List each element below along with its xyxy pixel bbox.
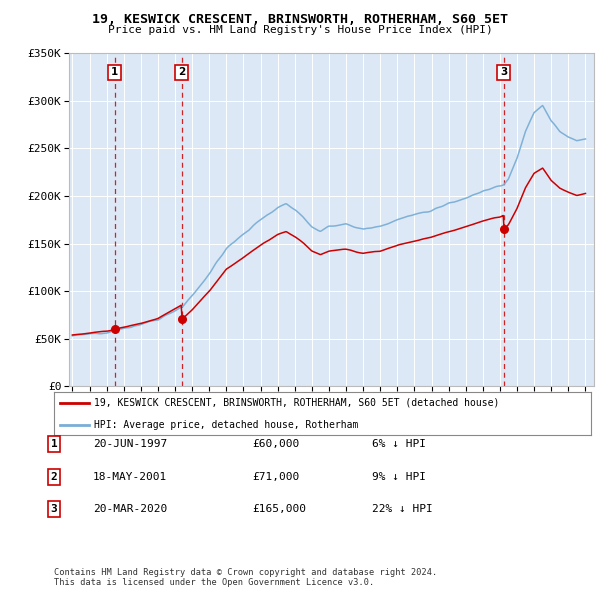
Text: 20-MAR-2020: 20-MAR-2020 <box>93 504 167 514</box>
Text: 1: 1 <box>50 439 58 448</box>
Text: 2: 2 <box>50 472 58 481</box>
Text: 6% ↓ HPI: 6% ↓ HPI <box>372 439 426 448</box>
Text: 19, KESWICK CRESCENT, BRINSWORTH, ROTHERHAM, S60 5ET (detached house): 19, KESWICK CRESCENT, BRINSWORTH, ROTHER… <box>94 398 500 408</box>
Text: 22% ↓ HPI: 22% ↓ HPI <box>372 504 433 514</box>
Text: 9% ↓ HPI: 9% ↓ HPI <box>372 472 426 481</box>
Text: 3: 3 <box>50 504 58 514</box>
Text: 18-MAY-2001: 18-MAY-2001 <box>93 472 167 481</box>
Text: HPI: Average price, detached house, Rotherham: HPI: Average price, detached house, Roth… <box>94 421 359 431</box>
Text: 20-JUN-1997: 20-JUN-1997 <box>93 439 167 448</box>
Text: £165,000: £165,000 <box>252 504 306 514</box>
Text: 1: 1 <box>111 67 118 77</box>
Text: £71,000: £71,000 <box>252 472 299 481</box>
Text: £60,000: £60,000 <box>252 439 299 448</box>
Text: Contains HM Land Registry data © Crown copyright and database right 2024.
This d: Contains HM Land Registry data © Crown c… <box>54 568 437 587</box>
Text: 19, KESWICK CRESCENT, BRINSWORTH, ROTHERHAM, S60 5ET: 19, KESWICK CRESCENT, BRINSWORTH, ROTHER… <box>92 13 508 26</box>
Text: Price paid vs. HM Land Registry's House Price Index (HPI): Price paid vs. HM Land Registry's House … <box>107 25 493 35</box>
Text: 3: 3 <box>500 67 508 77</box>
Text: 2: 2 <box>178 67 185 77</box>
